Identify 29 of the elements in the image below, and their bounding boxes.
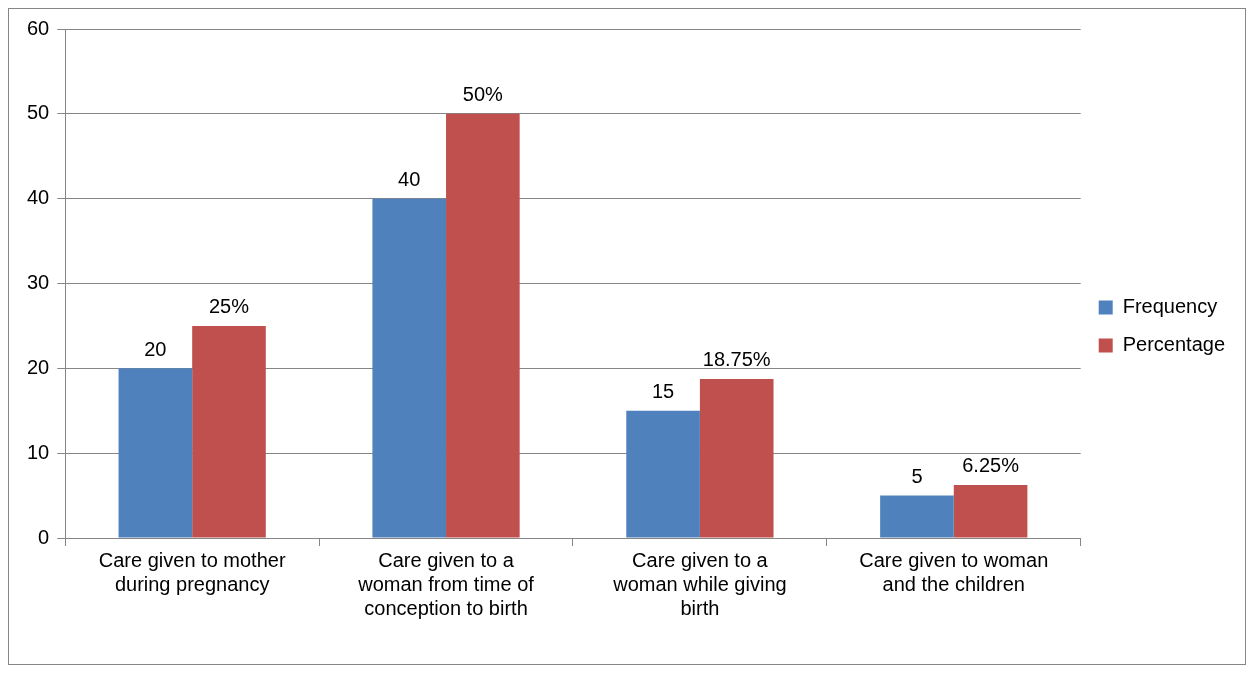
data-label: 20 (144, 337, 167, 360)
x-tick-label: Care given to mother during pregnancy (98, 548, 286, 595)
data-label: 15 (651, 380, 675, 403)
data-label: 18.75% (702, 348, 771, 371)
bar (372, 198, 447, 538)
data-label: 50% (462, 83, 504, 106)
bar (626, 410, 700, 538)
data-label: 6.25% (962, 454, 1020, 477)
bar (699, 378, 774, 538)
bar (446, 113, 520, 538)
data-label: 40 (398, 168, 421, 191)
x-tick-label: Care given to a woman from time of conception to birth (357, 548, 535, 619)
bar (118, 368, 193, 538)
legend-label: Percentage (1122, 333, 1225, 356)
bar (192, 325, 266, 538)
y-tick-label: 20 (27, 355, 50, 378)
data-label: 25% (208, 295, 250, 318)
bar (953, 484, 1028, 538)
legend-label: Frequency (1122, 295, 1218, 318)
y-tick-label: 60 (27, 16, 50, 39)
y-tick-label: 40 (27, 186, 50, 209)
x-tick-label: Care given to woman and the children (859, 548, 1049, 595)
y-tick-label: 50 (27, 101, 50, 124)
y-tick-label: 30 (27, 271, 50, 294)
y-tick-label: 10 (27, 440, 50, 463)
y-tick-label: 0 (38, 525, 50, 548)
bar (880, 495, 954, 538)
x-tick-label: Care given to a woman while giving birth (612, 548, 787, 619)
data-label: 5 (911, 465, 923, 488)
